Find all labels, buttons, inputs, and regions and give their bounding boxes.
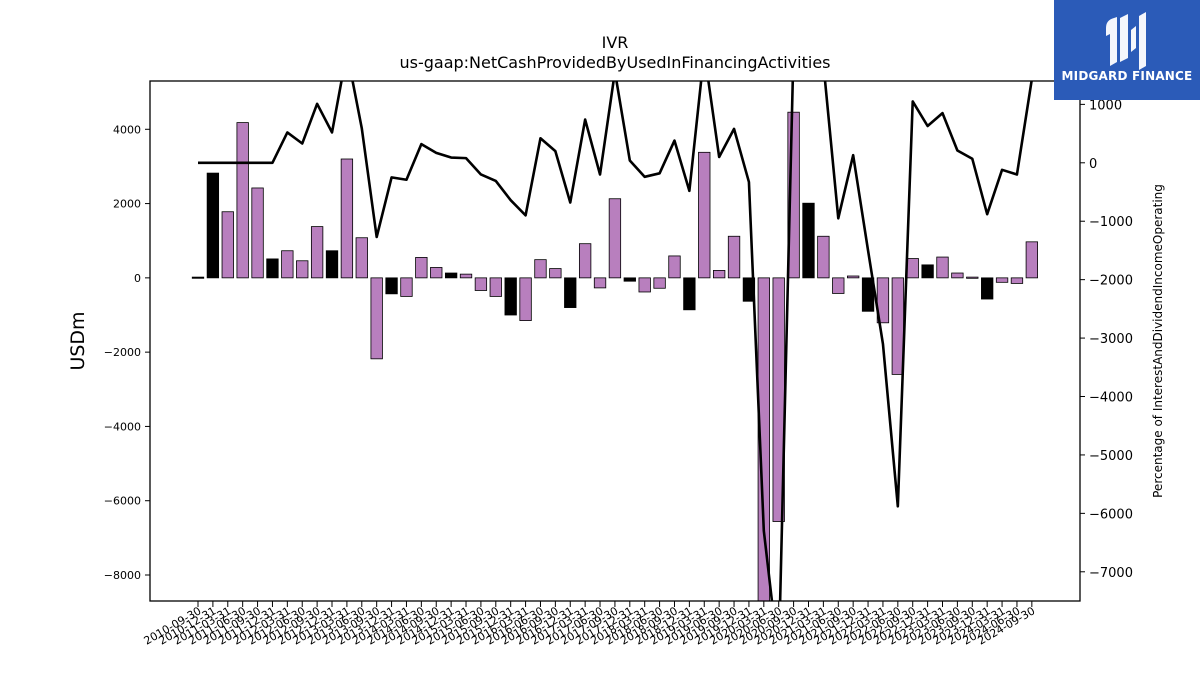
y2-tick-label: −2000 (1089, 274, 1133, 289)
bar-2022-12-31 (921, 264, 934, 279)
bar-2023-12-31 (981, 277, 994, 300)
bars (191, 111, 1038, 601)
bar-2021-06-30 (832, 277, 845, 294)
y2-tick-label: −3000 (1089, 332, 1133, 347)
bar-2016-09-30 (549, 268, 562, 279)
bar-2019-06-30 (713, 270, 726, 279)
y2-tick-label: −6000 (1089, 507, 1133, 522)
bar-2014-09-30 (430, 267, 443, 279)
bar-2023-03-31 (936, 256, 949, 279)
line-series (198, 81, 1033, 601)
bar-2011-12-31 (266, 258, 279, 279)
bar-2021-09-30 (847, 275, 860, 279)
bar-2022-06-30 (891, 277, 904, 375)
bar-2014-12-31 (444, 272, 458, 279)
bar-2012-12-31 (325, 250, 339, 279)
bar-2017-09-30 (608, 198, 622, 279)
bar-2018-03-31 (638, 277, 651, 293)
bar-2013-03-31 (340, 158, 354, 279)
bar-2021-03-31 (817, 235, 830, 279)
bar-2014-03-31 (400, 277, 413, 297)
bar-2016-06-30 (534, 259, 547, 279)
y2-tick-label: −5000 (1089, 449, 1133, 464)
bar-2015-12-31 (504, 277, 517, 316)
y-tick-label: −8000 (104, 569, 141, 582)
bar-2024-03-31 (995, 277, 1009, 283)
bar-2018-06-30 (653, 277, 666, 289)
bar-2019-09-30 (727, 235, 741, 279)
brand-logo: MIDGARD FINANCE (1054, 0, 1200, 100)
y-axis-left: −8000 −6000 −4000 −2000 0 2000 4000 (104, 123, 150, 582)
bar-2015-09-30 (489, 277, 502, 297)
y-tick-label: 0 (134, 272, 141, 285)
chart-subtitle: us-gaap:NetCashProvidedByUsedInFinancing… (399, 53, 830, 72)
bar-2013-06-30 (355, 237, 368, 279)
y2-tick-label: −1000 (1089, 215, 1133, 230)
chart-title: IVR (602, 33, 629, 52)
y-tick-label: −4000 (104, 420, 141, 433)
bar-2020-12-31 (802, 202, 815, 279)
bar-2010-12-31 (206, 172, 220, 279)
midgard-logo-icon (1106, 12, 1146, 70)
y2-axis-label: Percentage of InterestAndDividendIncomeO… (1151, 184, 1165, 498)
bar-2017-12-31 (623, 277, 636, 282)
y-tick-label: −2000 (104, 346, 141, 359)
bar-2016-03-31 (519, 277, 532, 321)
bar-2022-09-30 (906, 258, 919, 279)
bar-2011-06-30 (236, 122, 249, 279)
bar-2012-06-30 (296, 260, 309, 279)
y2-tick-label: −4000 (1089, 391, 1133, 406)
y-tick-label: 2000 (113, 198, 141, 211)
bar-2013-12-31 (385, 277, 398, 295)
bar-2012-09-30 (310, 226, 324, 279)
bar-2017-06-30 (593, 277, 607, 289)
y-tick-label: 4000 (113, 123, 141, 136)
bar-2023-06-30 (951, 272, 964, 279)
bar-2020-09-30 (787, 111, 800, 279)
y-axis-label: USDm (67, 311, 89, 370)
bar-2015-03-31 (459, 273, 473, 279)
bar-2019-03-31 (698, 151, 711, 279)
bar-2012-03-31 (281, 250, 294, 279)
y-tick-label: −6000 (104, 495, 141, 508)
bar-2011-03-31 (221, 211, 234, 279)
y2-tick-label: 1000 (1089, 98, 1122, 113)
bar-2020-03-31 (757, 277, 770, 601)
bar-2011-09-30 (251, 187, 264, 279)
bar-2024-06-30 (1010, 277, 1024, 284)
line-series-path (198, 81, 1033, 601)
y-axis-right: −7000 −6000 −5000 −4000 −3000 −2000 −1000 0 1000 (1080, 98, 1133, 581)
y2-tick-label: 0 (1089, 157, 1097, 172)
bar-2023-09-30 (966, 276, 979, 279)
bar-2018-09-30 (668, 255, 681, 279)
plot-frame (149, 80, 1081, 602)
bar-2013-09-30 (370, 277, 383, 360)
bar-2017-03-31 (578, 243, 592, 279)
bar-2016-12-31 (564, 277, 577, 308)
bar-2024-09-30 (1025, 241, 1038, 279)
bar-2014-06-30 (415, 257, 428, 279)
logo-brand-text: MIDGARD FINANCE (1061, 69, 1193, 83)
bar-2015-06-30 (474, 277, 488, 291)
bar-2010-09-30 (191, 276, 205, 279)
bar-2018-12-31 (683, 277, 696, 311)
x-axis: 2010-09-302010-12-312011-03-312011-06-30… (142, 601, 1037, 648)
y2-tick-label: −7000 (1089, 566, 1133, 581)
